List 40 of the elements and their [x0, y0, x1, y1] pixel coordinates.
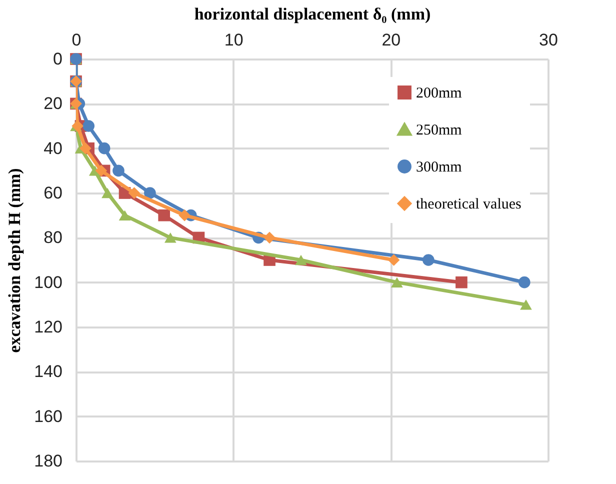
y-tick-label: 180	[34, 452, 62, 470]
y-tick-label: 60	[44, 184, 62, 202]
legend-label: 250mm	[416, 122, 462, 138]
point	[158, 209, 170, 222]
point	[118, 210, 131, 220]
y-axis-title: excavation depth H (mm)	[5, 168, 24, 353]
point	[520, 300, 532, 310]
y-tick-label: 20	[44, 94, 62, 114]
point	[82, 120, 95, 132]
y-tick-label: 120	[34, 318, 62, 336]
point	[128, 187, 140, 199]
point	[295, 254, 307, 266]
point	[164, 232, 176, 243]
y-tick-label: 160	[34, 406, 62, 426]
point	[388, 254, 400, 266]
y-tick-label: 80	[44, 228, 62, 248]
point	[95, 164, 108, 177]
point	[178, 209, 190, 222]
y-tick-label: 0	[53, 50, 62, 68]
point	[102, 188, 114, 198]
point	[144, 187, 156, 199]
y-tick-label: 140	[34, 362, 62, 382]
x-tick-label: 10	[224, 30, 244, 50]
x-tick-label: 30	[539, 30, 558, 50]
point	[422, 254, 434, 266]
x-axis-title: horizontal displacement δ₀ (mm)	[194, 4, 431, 24]
x-tick-label: 0	[72, 30, 82, 50]
y-tick-label: 100	[34, 272, 62, 292]
point	[518, 276, 530, 288]
point	[264, 232, 276, 244]
legend-label: theoretical values	[416, 196, 522, 212]
point	[391, 277, 403, 288]
point	[98, 142, 110, 154]
x-tick-label: 20	[382, 30, 401, 50]
legend-label: 300mm	[416, 160, 462, 176]
y-tick-label: 40	[44, 138, 62, 158]
legend-label: 200mm	[416, 86, 462, 102]
point	[80, 142, 92, 154]
point	[112, 164, 124, 177]
point	[456, 276, 468, 288]
